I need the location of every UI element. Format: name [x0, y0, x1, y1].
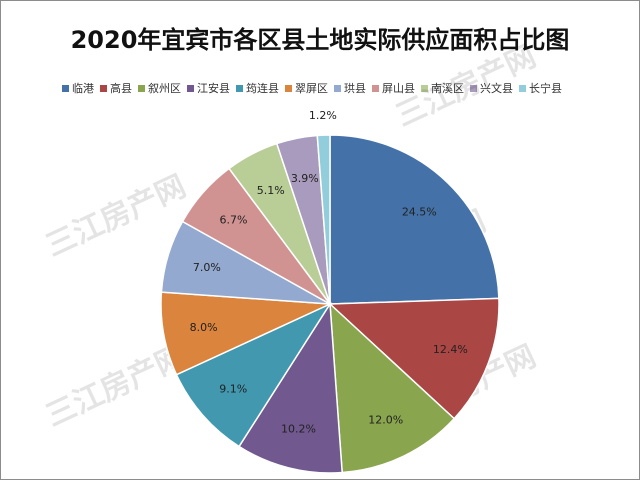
legend-label: 江安县: [197, 82, 230, 95]
watermark-text: 三江房产网: [391, 39, 542, 134]
legend-swatch: [236, 84, 243, 92]
data-label: 1.2%: [309, 109, 337, 122]
data-label: 3.9%: [291, 172, 319, 185]
legend-label: 叙州区: [148, 82, 181, 95]
legend-swatch: [187, 84, 194, 92]
legend-item: 高县: [100, 80, 132, 96]
legend-label: 筠连县: [246, 82, 279, 95]
legend-label: 临港: [72, 82, 94, 95]
legend-swatch: [138, 84, 145, 92]
legend-swatch: [334, 84, 341, 92]
legend-label: 兴文县: [480, 82, 513, 95]
data-label: 12.0%: [368, 414, 403, 427]
data-label: 7.0%: [193, 261, 221, 274]
legend-swatch: [285, 84, 292, 92]
data-label: 10.2%: [281, 423, 316, 436]
legend-item: 筠连县: [236, 80, 279, 96]
legend-item: 江安县: [187, 80, 230, 96]
pie-slice: [328, 297, 500, 420]
legend-item: 珙县: [334, 80, 366, 96]
watermark-text: 三江房产网: [41, 169, 192, 264]
pie-slice: [238, 301, 343, 474]
pie-slice: [175, 302, 333, 448]
chart-title: 2020年宜宾市各区县土地实际供应面积占比图: [70, 26, 570, 54]
data-label: 6.7%: [220, 213, 248, 226]
legend-label: 南溪区: [431, 82, 464, 95]
legend-item: 南溪区: [421, 80, 464, 96]
pie-slices: [160, 134, 500, 474]
legend-swatch: [62, 84, 69, 92]
legend-swatch: [421, 84, 428, 92]
legend-item: 长宁县: [519, 80, 562, 96]
data-label: 8.0%: [190, 321, 218, 334]
legend-label: 珙县: [344, 82, 366, 95]
data-label: 5.1%: [257, 184, 285, 197]
legend-item: 翠屏区: [285, 80, 328, 96]
data-labels: 24.5% 12.4% 12.0% 10.2% 9.1% 8.0% 7.0% 6.7% 5.1%…: [190, 109, 468, 436]
pie-slice: [329, 134, 500, 305]
legend-item: 临港: [62, 80, 94, 96]
legend-label: 长宁县: [529, 82, 562, 95]
pie-slice: [316, 134, 331, 305]
data-label: 12.4%: [433, 343, 468, 356]
data-label: 24.5%: [402, 206, 437, 219]
legend-swatch: [372, 84, 379, 92]
legend-swatch: [519, 84, 526, 92]
legend-item: 叙州区: [138, 80, 181, 96]
pie-slice: [329, 302, 456, 474]
legend: 临港 高县 叙州区 江安县 筠连县 翠屏区 珙县 屏山县 南溪区 兴文县 长宁县: [62, 80, 622, 96]
legend-item: 兴文县: [470, 80, 513, 96]
legend-label: 屏山县: [382, 82, 415, 95]
legend-label: 高县: [110, 82, 132, 95]
legend-swatch: [470, 84, 477, 92]
legend-item: 屏山县: [372, 80, 415, 96]
data-label: 9.1%: [219, 382, 247, 395]
legend-swatch: [100, 84, 107, 92]
legend-label: 翠屏区: [295, 82, 328, 95]
